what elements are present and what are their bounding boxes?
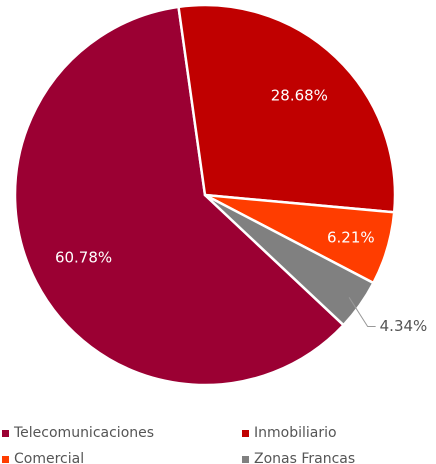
legend-label: Zonas Francas bbox=[254, 451, 355, 464]
legend-label: Telecomunicaciones bbox=[13, 425, 154, 441]
pie-slice bbox=[13, 5, 346, 387]
data-label: 6.21% bbox=[327, 228, 375, 246]
legend-swatch bbox=[242, 456, 249, 463]
legend-swatch bbox=[242, 430, 249, 437]
data-label: 28.68% bbox=[271, 86, 328, 104]
legend-label: Inmobiliario bbox=[254, 425, 337, 441]
pie-slice bbox=[204, 193, 376, 327]
legend-swatch bbox=[2, 456, 9, 463]
legend-swatch bbox=[2, 430, 9, 437]
data-label: 4.34% bbox=[380, 317, 428, 335]
data-label: 60.78% bbox=[55, 248, 112, 266]
leader-line bbox=[348, 297, 376, 328]
legend-label: Comercial bbox=[14, 451, 84, 464]
pie-slice bbox=[177, 3, 397, 214]
